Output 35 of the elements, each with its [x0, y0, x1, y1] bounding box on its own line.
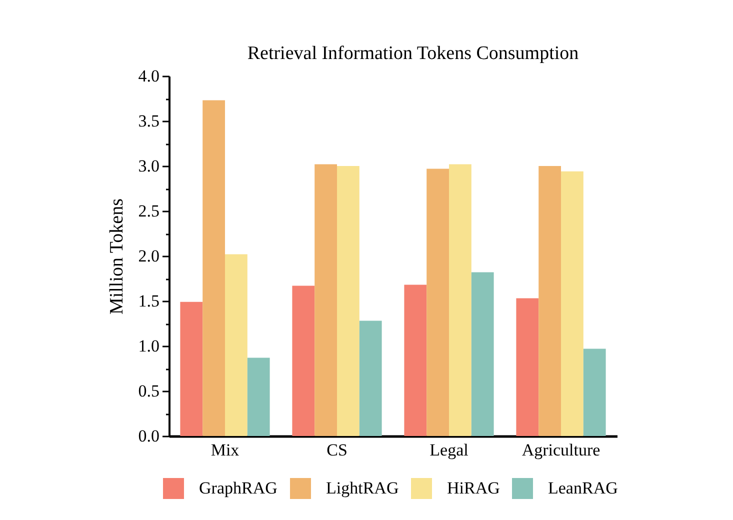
bar: [247, 358, 270, 436]
y-axis-title: Million Tokens: [106, 198, 128, 315]
legend-label: LeanRAG: [548, 478, 618, 498]
bar: [426, 168, 449, 436]
bar: [516, 298, 539, 436]
bar: [561, 171, 584, 436]
legend-label: GraphRAG: [199, 478, 278, 498]
bar: [337, 166, 360, 436]
legend-label: HiRAG: [447, 478, 500, 498]
x-tick-label: Agriculture: [522, 440, 600, 460]
x-tick-label: Mix: [210, 440, 240, 460]
y-tick-label: 3.5: [138, 112, 160, 130]
y-tick-label: 1.5: [138, 292, 160, 310]
bar: [314, 164, 337, 436]
y-tick-label: 1.0: [138, 336, 160, 356]
y-tick-label: 0.0: [138, 426, 160, 446]
bar: [225, 254, 248, 436]
y-tick-label: 2.0: [138, 246, 160, 266]
chart-title: Retrieval Information Tokens Consumption: [247, 43, 580, 64]
bar: [359, 320, 382, 436]
bar: [292, 286, 315, 436]
bar: [404, 284, 427, 436]
y-tick-label: 0.5: [138, 382, 160, 400]
y-tick-label: 4.0: [138, 66, 160, 86]
bar: [202, 100, 225, 436]
bar: [538, 166, 561, 436]
y-tick-label: 2.5: [138, 202, 160, 220]
legend-label: LightRAG: [326, 478, 399, 498]
y-tick-label: 3.0: [138, 156, 160, 176]
bar: [180, 302, 203, 436]
x-tick-label: CS: [326, 440, 348, 460]
bar: [471, 272, 494, 436]
bar: [449, 164, 472, 436]
x-tick-label: Legal: [430, 440, 469, 460]
bar: [583, 348, 606, 436]
